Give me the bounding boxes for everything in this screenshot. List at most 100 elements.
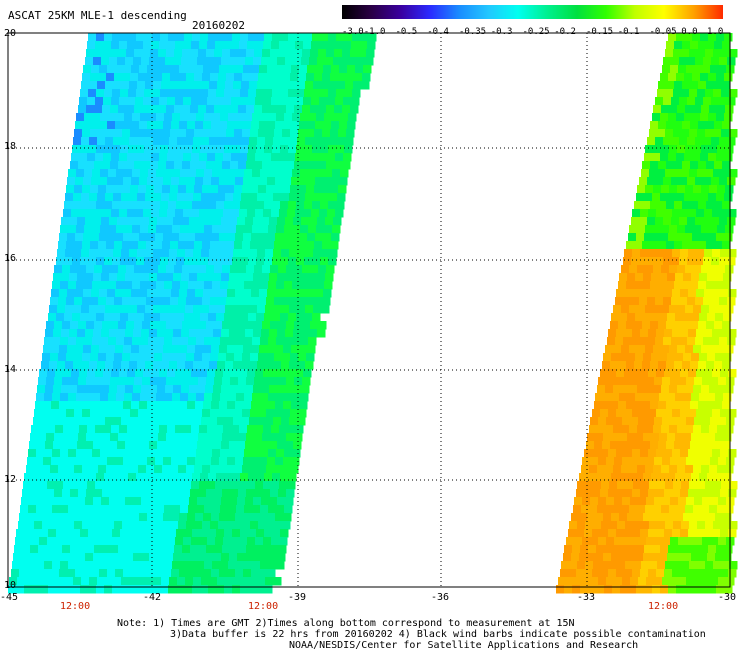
swath-cell (179, 569, 188, 578)
swath-cell (714, 241, 723, 250)
swath-cell (633, 521, 642, 530)
swath-cell (250, 409, 259, 418)
swath-cell (709, 225, 718, 234)
swath-cell (606, 537, 615, 546)
swath-cell (77, 441, 86, 450)
swath-cell (278, 321, 287, 330)
swath-cell (622, 537, 631, 546)
swath-cell (701, 385, 710, 394)
swath-cell (630, 457, 639, 466)
swath-cell (577, 481, 586, 490)
swath-cell (124, 169, 133, 178)
swath-cell (237, 57, 246, 66)
swath-cell (150, 489, 159, 498)
swath-cell (167, 97, 176, 106)
swath-cell (155, 513, 164, 522)
swath-cell (233, 249, 242, 258)
swath-cell (211, 177, 220, 186)
swath-cell (707, 273, 716, 282)
swath-cell (327, 209, 336, 218)
swath-cell (200, 33, 209, 42)
swath-cell (305, 361, 314, 370)
swath-cell (154, 465, 163, 474)
swath-cell (125, 385, 134, 394)
swath-cell (360, 33, 369, 42)
swath-cell (564, 585, 573, 594)
swath-cell (700, 545, 709, 554)
swath-cell (683, 473, 692, 482)
swath-cell (654, 577, 663, 586)
swath-cell (253, 217, 262, 226)
swath-cell (169, 81, 178, 90)
swath-cell (187, 233, 196, 242)
swath-cell (656, 249, 665, 258)
swath-cell (130, 185, 139, 194)
swath-cell (170, 521, 179, 530)
swath-cell (607, 337, 616, 346)
swath-cell (336, 201, 345, 210)
swath-cell (665, 129, 674, 138)
swath-cell (55, 537, 64, 546)
swath-cell (588, 545, 597, 554)
swath-cell (639, 297, 648, 306)
swath-cell (264, 313, 273, 322)
swath-cell (251, 569, 260, 578)
swath-cell (74, 409, 83, 418)
swath-cell (611, 473, 620, 482)
swath-cell (164, 225, 173, 234)
colorbar-label: -0.15 (586, 27, 614, 37)
swath-cell (153, 361, 162, 370)
swath-cell (191, 537, 200, 546)
swath-cell (314, 73, 323, 82)
swath-cell (85, 57, 94, 66)
swath-cell (113, 193, 122, 202)
swath-cell (135, 369, 144, 378)
swath-cell (705, 89, 714, 98)
swath-cell (695, 257, 704, 266)
swath-cell (270, 49, 279, 58)
lat-label-16: 16 (4, 253, 17, 264)
swath-cell (264, 257, 273, 266)
swath-cell (229, 553, 238, 562)
swath-cell (618, 281, 627, 290)
swath-cell (323, 121, 332, 130)
swath-cell (582, 537, 591, 546)
swath-cell (177, 249, 186, 258)
swath-cell (668, 233, 677, 242)
swath-cell (83, 121, 92, 130)
swath-cell (274, 129, 283, 138)
swath-cell (282, 521, 291, 530)
swath-cell (669, 465, 678, 474)
swath-cell (669, 225, 678, 234)
swath-cell (42, 353, 51, 362)
swath-cell (213, 497, 222, 506)
swath-cell (147, 569, 156, 578)
swath-cell (619, 393, 628, 402)
swath-cell (194, 129, 203, 138)
swath-cell (646, 537, 655, 546)
swath-cell (722, 41, 731, 50)
swath-cell (720, 329, 729, 338)
swath-cell (259, 65, 268, 74)
swath-cell (606, 377, 615, 386)
swath-cell (272, 257, 281, 266)
swath-cell (259, 569, 268, 578)
lon-label-33: -33 (577, 592, 596, 603)
swath-cell (104, 257, 113, 266)
swath-cell (317, 57, 326, 66)
swath-cell (137, 417, 146, 426)
swath-cell (102, 377, 111, 386)
swath-cell (202, 185, 211, 194)
swath-cell (716, 153, 725, 162)
swath-cell (127, 153, 136, 162)
swath-cell (190, 321, 199, 330)
swath-cell (80, 313, 89, 322)
swath-cell (86, 433, 95, 442)
swath-cell (181, 385, 190, 394)
swath-cell (648, 369, 657, 378)
swath-cell (220, 337, 229, 346)
swath-cell (126, 49, 135, 58)
swath-cell (613, 345, 622, 354)
swath-cell (139, 233, 148, 242)
swath-cell (652, 585, 661, 594)
